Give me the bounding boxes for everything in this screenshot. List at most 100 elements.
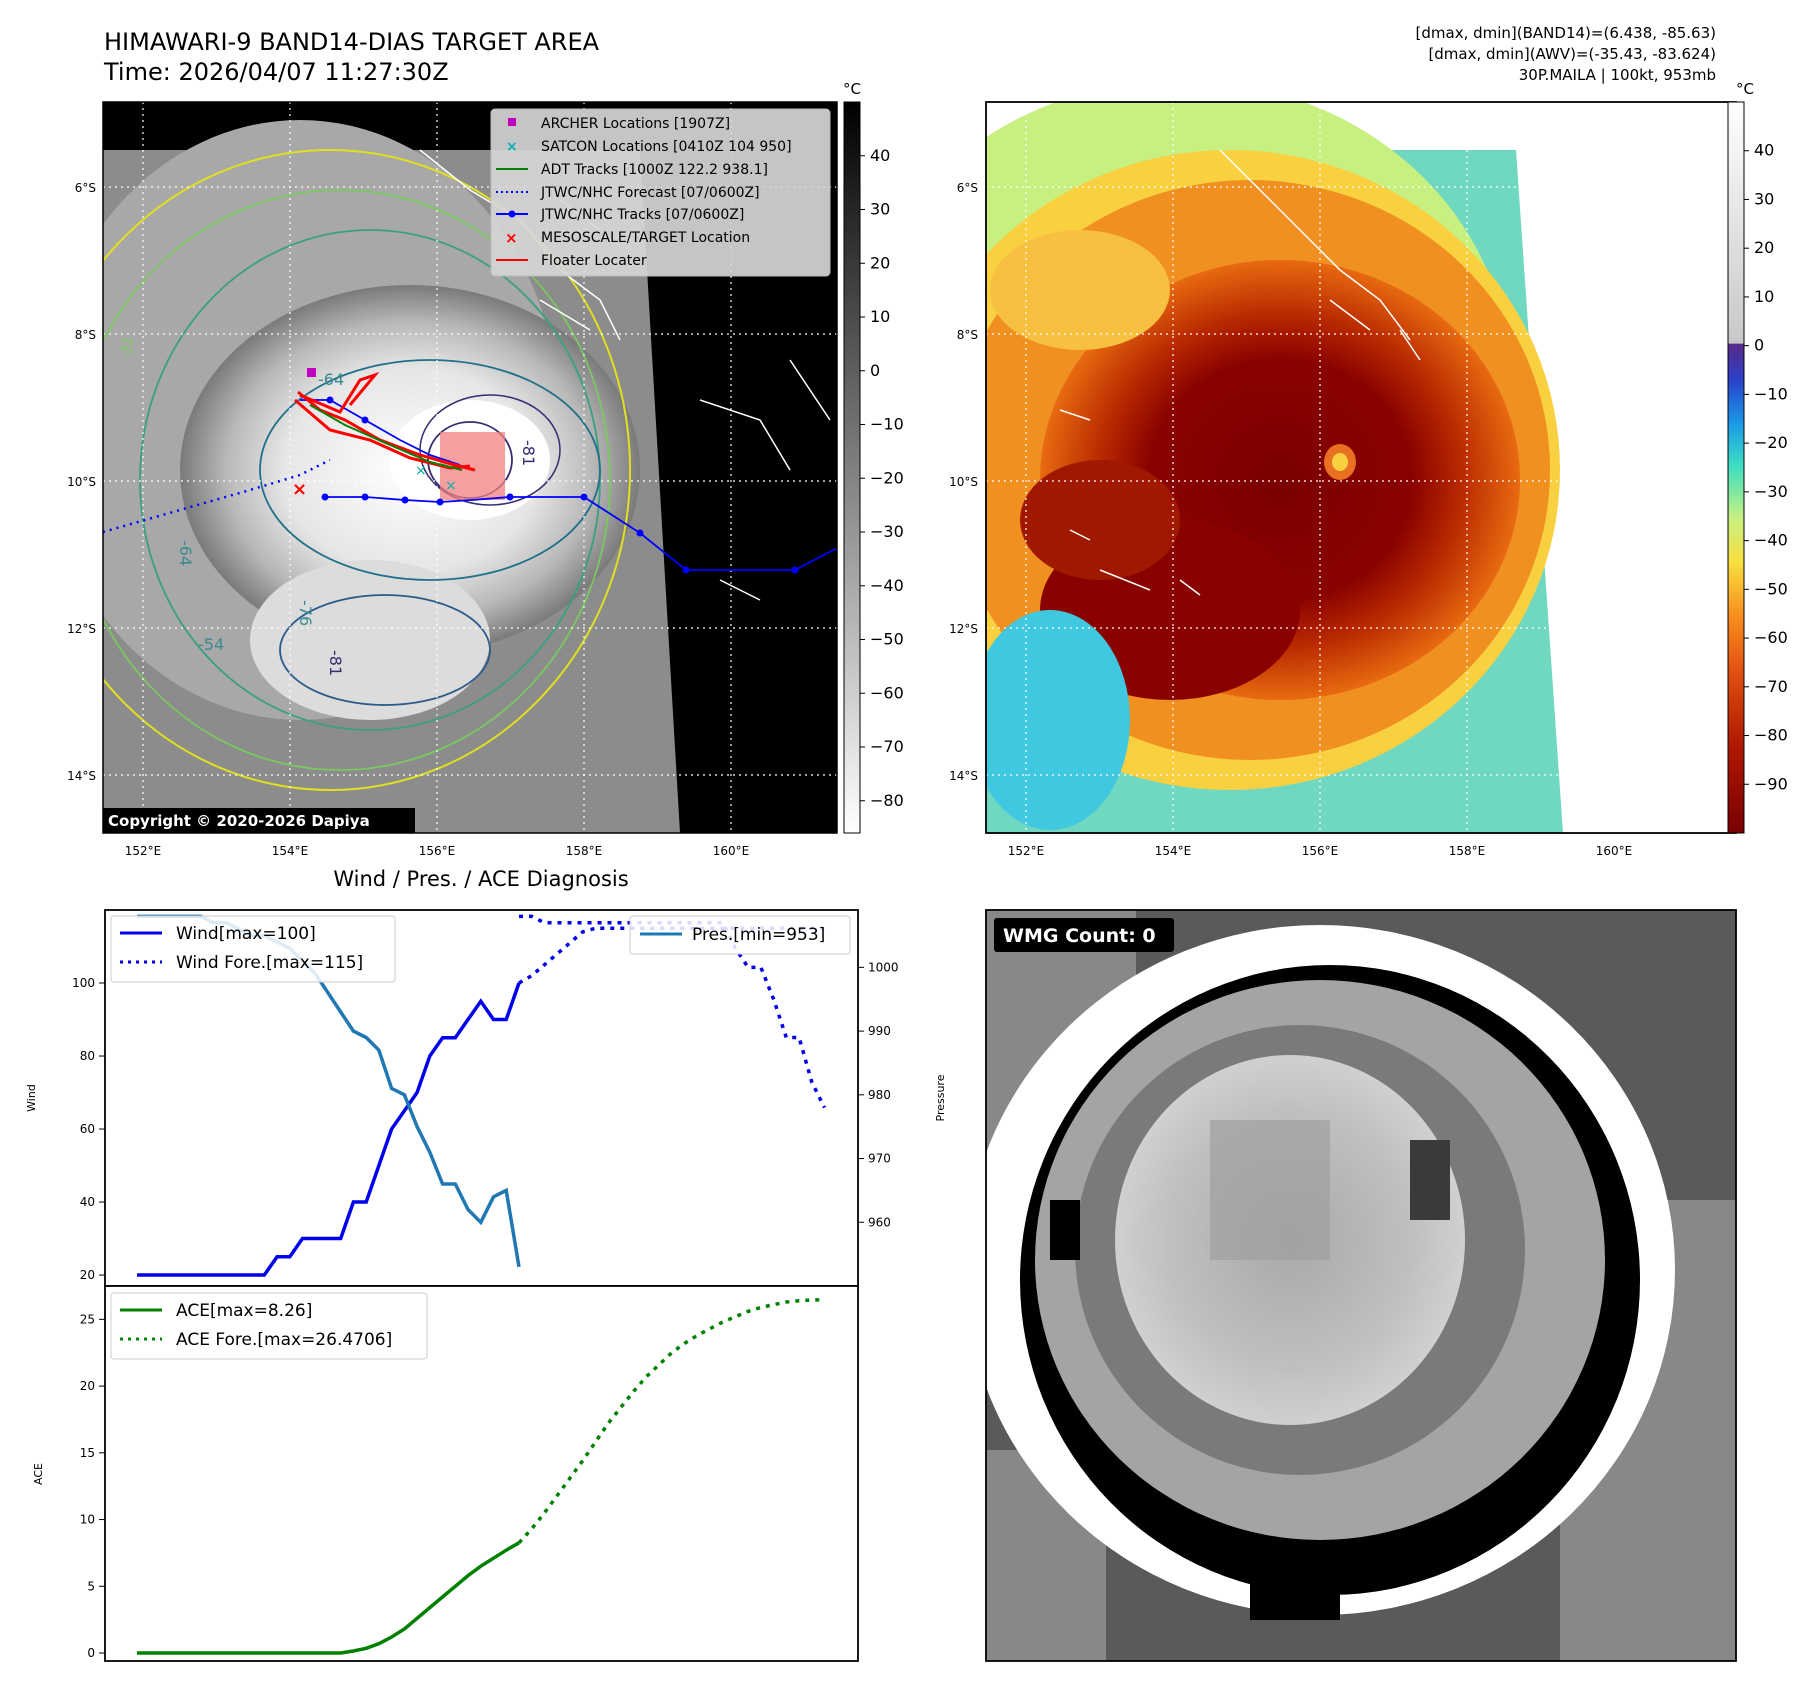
figure-title: HIMAWARI-9 BAND14-DIAS TARGET AREA [104,28,600,56]
pres-ytick-label-3: 970 [868,1152,891,1166]
wind-ytick-label-2: 60 [80,1122,95,1136]
legend-marker-archer [508,118,516,126]
lat-label-10s: 10°S [67,475,96,489]
wind-ytick-label-1: 80 [80,1049,95,1063]
wmg-panel-frame [985,909,1737,1662]
ace-ytick-label-5: 0 [87,1646,95,1660]
info-awv: [dmax, dmin](AWV)=(-35.43, -83.624) [1428,45,1716,63]
awv-lon-160: 160°E [1596,844,1633,858]
band14-cbar-tick-label-0: 40 [870,146,890,165]
map-legend: ARCHER Locations [1907Z] × SATCON Locati… [490,108,831,277]
lat-label-8s: 8°S [75,328,96,342]
legend-label-forecast: JTWC/NHC Forecast [07/0600Z] [540,185,760,201]
awv-lon-152: 152°E [1008,844,1045,858]
band14-cbar-tick-label-2: 20 [870,253,890,272]
band14-cbar-tick-label-8: −40 [870,576,904,595]
band14-cbar-tick-label-3: 10 [870,307,890,326]
band14-cbar-tick-label-4: 0 [870,361,880,380]
band14-cbar-tick-label-10: −60 [870,683,904,702]
band14-cbar-tick-label-12: −80 [870,791,904,810]
awv-cbar-tick-label-1: 30 [1754,189,1774,208]
ace-axis-label: ACE [32,1463,45,1485]
band14-lat-labels: 6°S 8°S 10°S 12°S 14°S [67,181,96,783]
awv-lon-158: 158°E [1449,844,1486,858]
svg-text:×: × [292,479,307,500]
band14-cbar-tick-label-6: −20 [870,468,904,487]
awv-colorbar-unit: °C [1736,80,1754,98]
awv-cbar-tick-label-0: 40 [1754,141,1774,160]
svg-text:×: × [445,478,457,494]
info-band14: [dmax, dmin](BAND14)=(6.438, -85.63) [1416,24,1716,42]
awv-cbar-tick-label-8: −40 [1754,531,1788,550]
lon-label-158: 158°E [566,844,603,858]
awv-lat-12s: 12°S [949,622,978,636]
legend-label-archer: ARCHER Locations [1907Z] [541,116,730,132]
awv-cbar-tick-label-7: −30 [1754,482,1788,501]
contour-label-1: -64 [318,370,344,389]
legend-label-target: MESOSCALE/TARGET Location [541,230,750,246]
lon-label-152: 152°E [125,844,162,858]
legend-label-floater: Floater Locater [541,253,647,269]
contour-label-3: -64 [176,540,195,566]
awv-lat-6s: 6°S [957,181,978,195]
contour-label-6: -81 [326,650,345,676]
band14-map-frame [102,101,838,834]
awv-lat-14s: 14°S [949,769,978,783]
wind-ytick-label-0: 100 [72,976,95,990]
ace-panel: ACE 25 20 15 10 5 0 ACE[max=8.26] ACE Fore.[m… [32,1285,859,1662]
awv-lat-8s: 8°S [957,328,978,342]
legend-label-satcon: SATCON Locations [0410Z 104 950] [541,139,792,155]
legend-marker-target: × [505,229,518,247]
legend-label-wind: Wind[max=100] [176,924,316,944]
wind-pressure-panel: Wind Pressure 100 80 60 40 20 1000 990 980 970 9… [25,909,947,1287]
lon-label-160: 160°E [713,844,750,858]
svg-text:×: × [415,463,427,479]
pres-ytick-label-1: 990 [868,1024,891,1038]
awv-lon-156: 156°E [1302,844,1339,858]
pressure-axis-label: Pressure [934,1074,947,1121]
band14-cbar-tick-label-1: 30 [870,200,890,219]
ace-ytick-label-0: 25 [80,1312,95,1326]
awv-lat-labels: 6°S 8°S 10°S 12°S 14°S [949,181,978,783]
awv-cbar-tick-label-5: −10 [1754,384,1788,403]
wmg-panel: WMG Count: 0 [965,910,1736,1661]
awv-cbar-tick-label-13: −90 [1754,774,1788,793]
ace-series-line-1 [517,1297,825,1544]
ace-ytick-label-4: 5 [87,1579,95,1593]
lat-label-12s: 12°S [67,622,96,636]
diagnosis-title: Wind / Pres. / ACE Diagnosis [333,867,628,891]
ace-ytick-label-3: 10 [80,1513,95,1527]
legend-label-tracks: JTWC/NHC Tracks [07/0600Z] [540,207,744,223]
lon-label-154: 154°E [272,844,309,858]
legend-label-ace-fore: ACE Fore.[max=26.4706] [176,1330,392,1350]
wind-axis-label: Wind [25,1084,38,1112]
pres-ytick-label-2: 980 [868,1088,891,1102]
pres-ytick-label-4: 960 [868,1215,891,1229]
legend-label-wind-fore: Wind Fore.[max=115] [176,953,363,973]
awv-cbar-tick-label-6: −20 [1754,433,1788,452]
legend-label-ace: ACE[max=8.26] [176,1301,312,1321]
awv-cbar-tick-label-9: −50 [1754,579,1788,598]
awv-map [986,102,1736,833]
wmg-count-label: WMG Count: 0 [1003,925,1156,947]
band14-cbar-tick-label-9: −50 [870,630,904,649]
figure-time: Time: 2026/04/07 11:27:30Z [103,58,449,86]
wind-series-line-0 [137,982,521,1277]
awv-cbar-tick-label-2: 20 [1754,238,1774,257]
awv-lon-154: 154°E [1155,844,1192,858]
wind-ytick-label-3: 40 [80,1195,95,1209]
lat-label-6s: 6°S [75,181,96,195]
ace-series-line-0 [137,1541,520,1655]
pres-ytick-label-0: 1000 [868,960,899,974]
contour-label-4: -76 [296,600,315,626]
ace-ytick-label-1: 20 [80,1379,95,1393]
band14-colorbar-unit: °C [843,80,861,98]
band14-cbar-tick-label-11: −70 [870,737,904,756]
band14-cbar-tick-label-7: −30 [870,522,904,541]
ace-ytick-label-2: 15 [80,1446,95,1460]
copyright-text: Copyright © 2020-2026 Dapiya [108,812,370,830]
legend-marker-satcon: × [506,139,518,155]
awv-cbar-tick-label-11: −70 [1754,677,1788,696]
lat-label-14s: 14°S [67,769,96,783]
